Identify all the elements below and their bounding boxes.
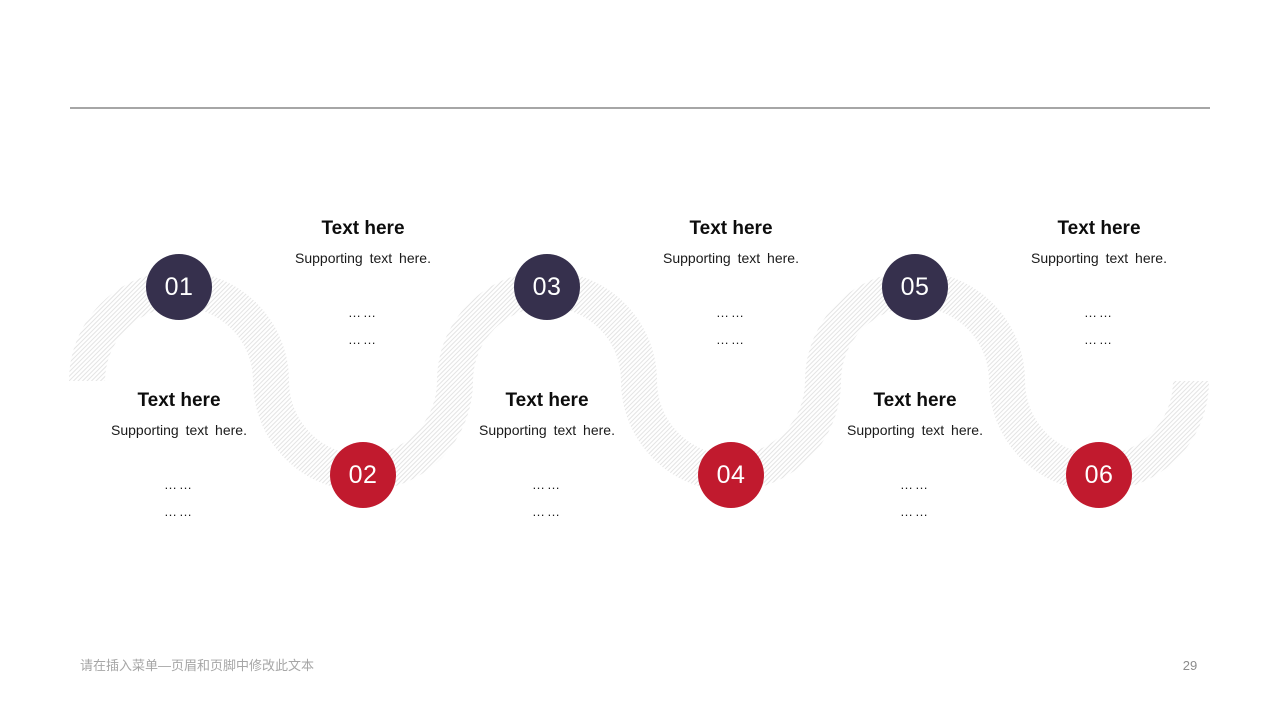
step-ellipsis: ……: [348, 305, 378, 320]
step-title: Text here: [689, 218, 773, 239]
page-number: 29: [1182, 658, 1198, 673]
footer-placeholder-text: 请在插入菜单—页眉和页脚中修改此文本: [80, 658, 315, 673]
step-title: Text here: [321, 218, 405, 239]
step-ellipsis: ……: [716, 305, 746, 320]
step-circle-03: 03: [514, 254, 580, 320]
step-number: 06: [1084, 460, 1114, 489]
step-supporting-text: Supporting text here.: [663, 250, 799, 266]
step-text-06: Text here Supporting text here. …… ……: [999, 217, 1199, 352]
step-ellipsis: ……: [900, 477, 930, 492]
step-supporting-text: Supporting text here.: [1031, 250, 1167, 266]
step-number: 05: [900, 272, 930, 301]
step-circle-05: 05: [882, 254, 948, 320]
step-ellipsis: ……: [900, 504, 930, 519]
step-title: Text here: [137, 390, 221, 411]
step-circle-02: 02: [330, 442, 396, 508]
header-divider-line: [70, 107, 1210, 109]
step-ellipsis: ……: [164, 504, 194, 519]
step-text-05: Text here Supporting text here. …… ……: [815, 389, 1015, 524]
step-circle-01: 01: [146, 254, 212, 320]
step-ellipsis: ……: [532, 504, 562, 519]
step-text-02: Text here Supporting text here. …… ……: [263, 217, 463, 352]
step-ellipsis: ……: [716, 332, 746, 347]
step-ellipsis: ……: [164, 477, 194, 492]
step-circle-06: 06: [1066, 442, 1132, 508]
step-title: Text here: [505, 390, 589, 411]
step-ellipsis: ……: [1084, 332, 1114, 347]
step-ellipsis: ……: [1084, 305, 1114, 320]
step-text-03: Text here Supporting text here. …… ……: [447, 389, 647, 524]
step-supporting-text: Supporting text here.: [847, 422, 983, 438]
step-title: Text here: [873, 390, 957, 411]
step-ellipsis: ……: [348, 332, 378, 347]
step-supporting-text: Supporting text here.: [295, 250, 431, 266]
step-text-01: Text here Supporting text here. …… ……: [79, 389, 279, 524]
step-number: 01: [164, 272, 194, 301]
step-circle-04: 04: [698, 442, 764, 508]
step-text-04: Text here Supporting text here. …… ……: [631, 217, 831, 352]
step-supporting-text: Supporting text here.: [479, 422, 615, 438]
step-number: 04: [716, 460, 746, 489]
step-title: Text here: [1057, 218, 1141, 239]
step-ellipsis: ……: [532, 477, 562, 492]
step-number: 03: [532, 272, 562, 301]
step-number: 02: [348, 460, 378, 489]
step-supporting-text: Supporting text here.: [111, 422, 247, 438]
